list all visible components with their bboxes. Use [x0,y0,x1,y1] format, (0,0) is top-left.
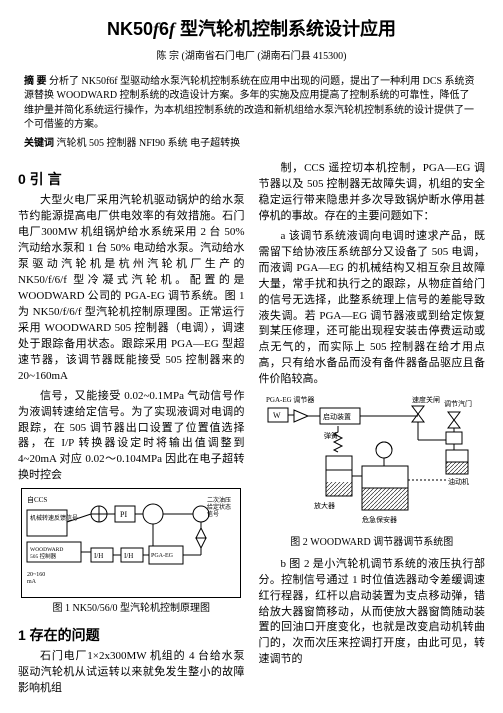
abstract: 摘 要 分析了 NK50f6f 型驱动给水泵汽轮机控制系统在应用中出现的问题，提… [18,75,485,152]
abstract-text: 分析了 NK50f6f 型驱动给水泵汽轮机控制系统在应用中出现的问题，提出了一种… [24,76,475,131]
fig2-fd-label: 放大器 [314,501,335,510]
fig2-w-label: W [273,411,281,420]
right-para-2: a 该调节系统液调向电调时速求产品，既需留下给协液压系统部分又设备了 505 电… [259,229,486,388]
figure-1-caption: 图 1 NK50/56/0 型汽轮机控制原理图 [18,602,245,617]
figure-2-diagram: PGA-EG 调节器 W 启动装置 速度关闸 调节汽门 油动 [262,392,482,532]
paper-title: NK50f6f 型汽轮机控制系统设计应用 [18,16,485,42]
fig2-pga-label: PGA-EG 调节器 [266,395,314,404]
fig2-tjq-label: 调节汽门 [444,399,472,408]
fig2-wj-label: 危急保安器 [362,515,397,524]
right-para-3: b 图 2 是小汽轮机调节系统的液压执行部分。控制信号通过 1 时位值选器动令差… [259,557,486,669]
author-line: 陈 宗 (湖南省石门电厂 (湖南石门县 415300) [18,50,485,65]
fig2-qd-label: 启动装置 [323,412,351,421]
section-0-para-2: 信号，又能接受 0.02~0.1MPa 气动信号作为液调转速给定信号。为了实现液… [18,389,245,485]
fig1-ip-label: I/H [94,552,103,560]
keywords-label: 关键词 [24,138,54,149]
figure-1-diagram: 自CCS 机械转速反馈信号 WOODWARD505 控制器 20~160mA P… [21,488,241,598]
fig1-ih-label: I/H [124,552,133,560]
fig1-sec-label: 二次油压给定状态信号 [207,496,231,518]
fig1-pga-label: PGA-EG [151,553,174,559]
fig2-gate-label: 速度关闸 [412,395,440,404]
section-0-heading: 0 引 言 [18,169,245,189]
right-column: 制，CCS 遥控切本机控制，PGA—EG 调节器以及 505 控制器无故障失调，… [259,161,486,701]
left-column: 0 引 言 大型火电厂采用汽轮机驱动锅炉的给水泵节约能源提高电厂供电效率的有效措… [18,161,245,701]
section-1-heading: 1 存在的问题 [18,625,245,645]
section-1-para-1: 石门电厂1×2x300MW 机组的 4 台给水泵驱动汽轮机从试运转以来就免发生整… [18,649,245,697]
keywords-text: 汽轮机 505 控制器 NFI90 系统 电子超转换 [57,138,241,149]
fig2-yd-label: 油动机 [448,477,469,486]
abstract-label: 摘 要 [24,76,47,87]
fig1-ccs-label: 自CCS [27,495,47,504]
fig1-ma-label: 20~160mA [27,572,45,585]
fig1-ww505-label: WOODWARD505 控制器 [30,547,63,560]
fig1-pi-label: PI [120,510,127,519]
section-0-para-1: 大型火电厂采用汽轮机驱动锅炉的给水泵节约能源提高电厂供电效率的有效措施。石门电厂… [18,193,245,384]
right-para-1: 制，CCS 遥控切本机控制，PGA—EG 调节器以及 505 控制器无故障失调，… [259,161,486,225]
figure-2-caption: 图 2 WOODWARD 调节器调节系统图 [259,536,486,551]
